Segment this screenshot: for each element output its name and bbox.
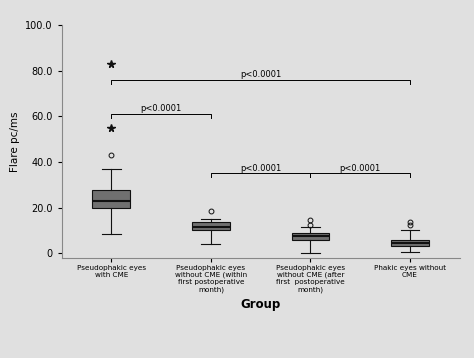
Text: p<0.0001: p<0.0001 <box>339 164 381 173</box>
Bar <box>92 190 130 208</box>
Y-axis label: Flare pc/ms: Flare pc/ms <box>9 111 19 171</box>
Bar <box>391 240 429 246</box>
Text: p<0.0001: p<0.0001 <box>240 164 282 173</box>
Bar <box>292 233 329 240</box>
Bar <box>192 222 230 231</box>
Text: p<0.0001: p<0.0001 <box>140 104 182 113</box>
X-axis label: Group: Group <box>241 298 281 311</box>
Text: p<0.0001: p<0.0001 <box>240 70 282 79</box>
